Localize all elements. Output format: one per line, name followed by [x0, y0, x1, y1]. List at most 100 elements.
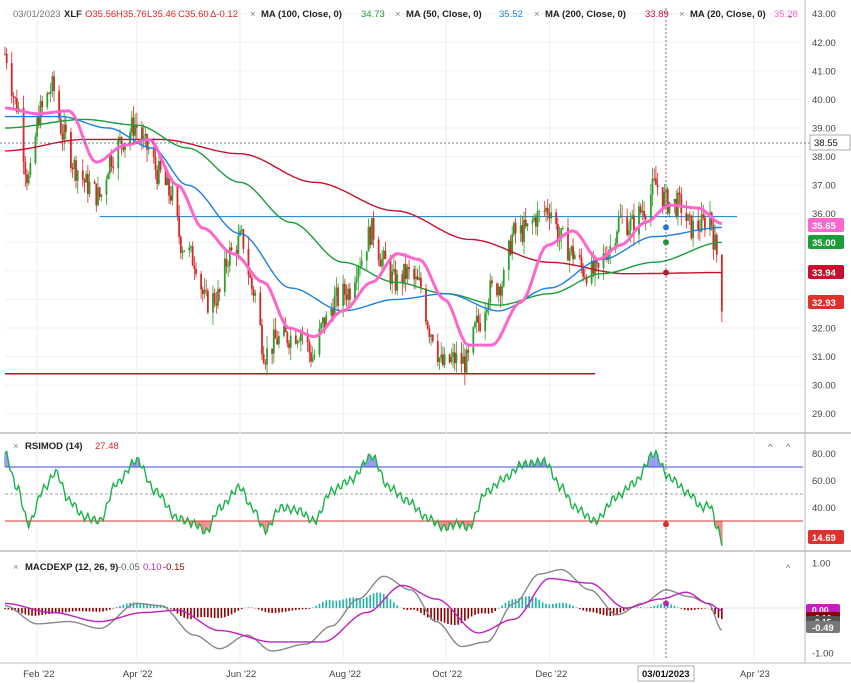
chevron-up-icon[interactable]: ^: [786, 563, 791, 574]
candle-body: [36, 117, 39, 137]
candle: [443, 347, 446, 369]
candle-body: [712, 225, 715, 250]
candle: [543, 200, 546, 217]
candle-body: [617, 216, 620, 232]
candle-body: [64, 124, 67, 132]
candle: [392, 257, 395, 275]
candle-body: [164, 170, 167, 186]
candle-body: [332, 308, 334, 317]
candle: [617, 210, 620, 234]
candle-body: [401, 274, 404, 284]
candle-body: [430, 334, 432, 337]
chevron-up-icon[interactable]: ^: [786, 442, 791, 453]
candle-body: [514, 222, 517, 234]
candle: [227, 260, 230, 278]
candle: [536, 201, 539, 237]
candle-body: [27, 175, 30, 184]
candle-body: [169, 195, 172, 201]
candle: [296, 339, 299, 348]
macd-label: MACDEXP (12, 26, 9): [25, 562, 118, 573]
x-tick-label: Feb '22: [23, 669, 54, 680]
candle-body: [117, 140, 120, 169]
candle: [39, 94, 42, 129]
candle: [63, 112, 66, 151]
candle-body: [452, 352, 454, 358]
candle: [71, 162, 74, 178]
candle: [653, 168, 656, 182]
candle: [107, 171, 110, 180]
candle-body: [546, 207, 549, 214]
close-icon[interactable]: ×: [13, 441, 19, 452]
candle-body: [347, 288, 350, 300]
ma100-line: [5, 118, 722, 306]
candle-body: [333, 295, 336, 317]
price-tick-label: 29.00: [812, 409, 836, 420]
candle: [526, 223, 529, 231]
candle: [239, 225, 241, 237]
close-icon[interactable]: ×: [534, 9, 540, 20]
candle-body: [120, 137, 123, 144]
candle-body: [425, 288, 427, 322]
macd-value-1: -0.05: [118, 562, 140, 573]
rsi-label: RSIMOD (14): [25, 441, 83, 452]
candle: [46, 91, 49, 110]
candle-body: [467, 349, 470, 353]
candle-body: [543, 211, 546, 212]
candle-body: [392, 269, 395, 272]
candle-body: [250, 277, 253, 289]
candle: [712, 217, 715, 261]
candle: [556, 217, 559, 247]
candle-body: [638, 206, 640, 235]
candle-body: [147, 148, 150, 150]
candle-body: [369, 227, 372, 245]
candle-body: [692, 220, 695, 239]
chevron-up-icon[interactable]: ^: [768, 442, 773, 453]
candle: [631, 209, 634, 220]
candle: [404, 253, 407, 292]
candle: [452, 343, 454, 369]
candle: [26, 169, 28, 191]
price-tick-label: 32.00: [812, 324, 836, 335]
candle-body: [15, 98, 18, 112]
candle: [453, 343, 456, 371]
candle-body: [641, 210, 644, 213]
candle-body: [567, 228, 569, 261]
candle: [343, 278, 346, 305]
candle-body: [357, 267, 360, 279]
candle-body: [626, 216, 629, 236]
candle: [76, 169, 79, 194]
candle-body: [580, 257, 583, 267]
close-icon[interactable]: ×: [395, 9, 401, 20]
candle: [135, 112, 138, 139]
rsi-tick-label: 40.00: [812, 503, 836, 514]
close-icon[interactable]: ×: [250, 9, 256, 20]
candle-body: [413, 269, 416, 280]
ma200-line: [4, 138, 722, 275]
close-icon[interactable]: ×: [679, 9, 685, 20]
legend-high: H35.76: [116, 9, 147, 20]
candle: [12, 92, 15, 108]
candle: [496, 282, 498, 298]
rsi-pane[interactable]: [4, 448, 803, 546]
price-pane[interactable]: [4, 46, 738, 386]
candle: [450, 348, 453, 365]
candle: [130, 110, 133, 138]
close-icon[interactable]: ×: [13, 562, 19, 573]
candle: [533, 213, 536, 223]
candle-body: [440, 354, 443, 359]
candle: [379, 253, 382, 267]
x-tick-label: Jun '22: [226, 669, 256, 680]
candle-body: [178, 216, 181, 238]
candle-body: [665, 189, 667, 192]
candle: [188, 241, 191, 258]
candle-body: [71, 167, 74, 170]
macd-pane[interactable]: [4, 568, 803, 652]
candle: [585, 274, 588, 287]
chevron-down-icon[interactable]: ⌄: [786, 10, 794, 21]
candle: [181, 246, 184, 260]
candle: [438, 357, 441, 370]
candle-body: [584, 276, 586, 278]
candle: [159, 158, 162, 173]
candle: [567, 217, 569, 261]
candle: [463, 348, 466, 386]
